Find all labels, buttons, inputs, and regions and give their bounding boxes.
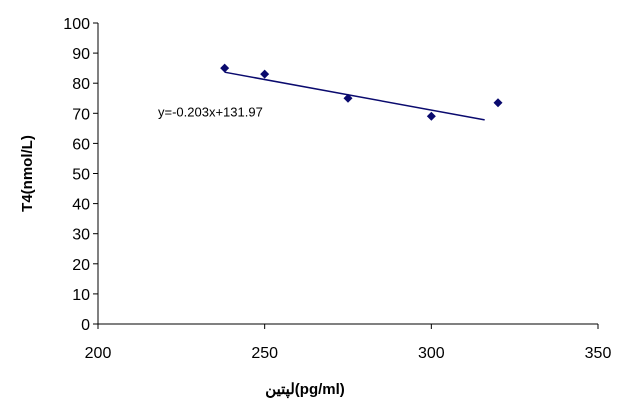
trendline bbox=[224, 71, 485, 121]
data-points bbox=[220, 63, 503, 121]
x-tick-label: 200 bbox=[85, 345, 112, 362]
data-point bbox=[426, 111, 436, 121]
axes bbox=[97, 23, 598, 325]
y-tick-label: 40 bbox=[72, 197, 90, 214]
x-tick-label: 350 bbox=[585, 345, 612, 362]
y-tick-label: 20 bbox=[72, 257, 90, 274]
y-tick-label: 50 bbox=[72, 167, 90, 184]
x-tick-label: 250 bbox=[251, 345, 278, 362]
y-tick-label: 30 bbox=[72, 227, 90, 244]
data-point bbox=[493, 98, 503, 108]
y-tick-label: 0 bbox=[81, 317, 90, 334]
y-tick-label: 80 bbox=[72, 76, 90, 93]
y-tick-label: 10 bbox=[72, 287, 90, 304]
trendline-equation: y=-0.203x+131.97 bbox=[158, 104, 263, 119]
y-tick-label: 70 bbox=[72, 106, 90, 123]
data-point bbox=[343, 93, 353, 103]
y-tick-label: 60 bbox=[72, 136, 90, 153]
data-point bbox=[220, 63, 230, 73]
x-ticks: 200 250 300 350 bbox=[85, 324, 612, 362]
data-point bbox=[260, 69, 270, 79]
y-ticks: 0 10 20 30 40 50 60 70 80 90 100 bbox=[63, 16, 98, 334]
y-tick-label: 100 bbox=[63, 16, 90, 33]
x-axis-title: لپتين(pg/ml) bbox=[265, 381, 345, 399]
y-tick-label: 90 bbox=[72, 46, 90, 63]
x-tick-label: 300 bbox=[418, 345, 445, 362]
y-axis-title: T4(nmol/L) bbox=[19, 135, 36, 212]
